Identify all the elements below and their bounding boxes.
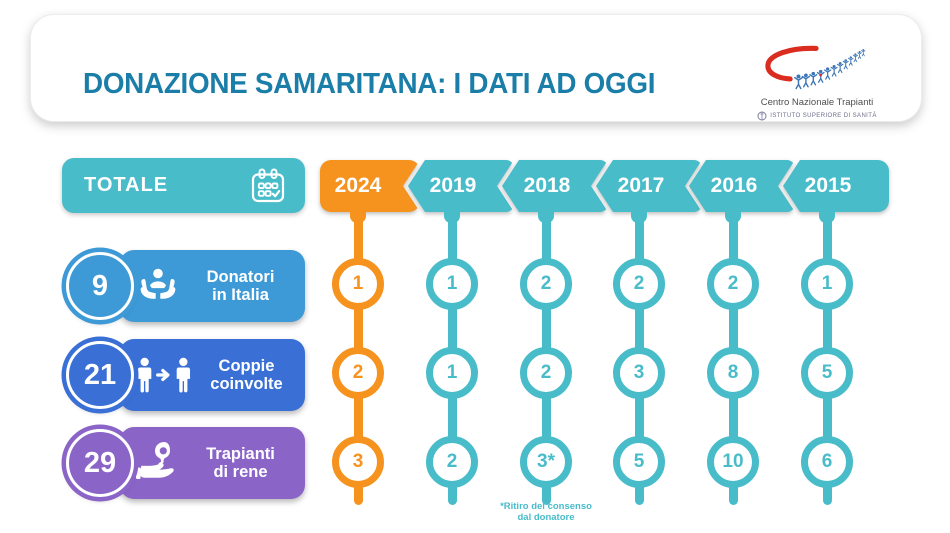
value-circle: 5 xyxy=(613,436,665,488)
logo-sub-name: ISTITUTO SUPERIORE DI SANITÀ xyxy=(770,113,877,119)
value-circle: 2 xyxy=(520,258,572,310)
value-circle: 2 xyxy=(426,436,478,488)
value-circle: 1 xyxy=(426,347,478,399)
total-label-coppie: Coppie coinvolte xyxy=(210,356,283,393)
value-circle: 1 xyxy=(332,258,384,310)
value-circle: 10 xyxy=(707,436,759,488)
value-circle: 3 xyxy=(332,436,384,488)
year-block-2015: 2015 xyxy=(783,160,889,212)
logo-sub-line: ISTITUTO SUPERIORE DI SANITÀ xyxy=(747,111,887,121)
value-circle: 1 xyxy=(426,258,478,310)
total-card-trapianti: Trapianti di rene xyxy=(120,427,305,499)
value-circle: 5 xyxy=(801,347,853,399)
header-card: DONAZIONE SAMARITANA: I DATI AD OGGI xyxy=(30,14,922,122)
totale-label: TOTALE xyxy=(84,174,169,196)
footnote: *Ritiro del consenso dal donatore xyxy=(500,501,592,524)
cnt-logo: Centro Nazionale Trapianti ISTITUTO SUPE… xyxy=(747,41,887,121)
hands-holding-person-icon xyxy=(134,265,182,307)
year-label: 2024 xyxy=(334,174,382,197)
value-circle: 3* xyxy=(520,436,572,488)
value-circle: 3 xyxy=(613,347,665,399)
kidney-on-hand-icon xyxy=(134,440,182,486)
donor-arrow-recipient-icon xyxy=(134,353,194,397)
page-title: DONAZIONE SAMARITANA: I DATI AD OGGI xyxy=(83,68,656,100)
year-label: 2019 xyxy=(429,174,477,197)
year-label: 2015 xyxy=(804,174,852,197)
total-card-donatori: Donatori in Italia xyxy=(120,250,305,322)
year-block-2019: 2019 xyxy=(408,160,514,212)
people-circle-logo-icon xyxy=(765,45,866,90)
year-block-2017: 2017 xyxy=(596,160,702,212)
total-value-trapianti: 29 xyxy=(66,429,134,497)
year-label: 2016 xyxy=(710,174,758,197)
total-value-coppie: 21 xyxy=(66,341,134,409)
value-circle: 2 xyxy=(707,258,759,310)
year-label: 2018 xyxy=(523,174,571,197)
year-label: 2017 xyxy=(617,174,665,197)
value-circle: 2 xyxy=(613,258,665,310)
total-card-coppie: Coppie coinvolte xyxy=(120,339,305,411)
value-circle: 2 xyxy=(332,347,384,399)
logo-org-name: Centro Nazionale Trapianti xyxy=(760,97,874,108)
year-block-2016: 2016 xyxy=(689,160,795,212)
iss-emblem-icon xyxy=(757,111,767,121)
total-label-donatori: Donatori in Italia xyxy=(206,267,275,304)
total-label-trapianti: Trapianti di rene xyxy=(206,444,275,481)
totale-header: TOTALE xyxy=(62,158,305,213)
value-circle: 2 xyxy=(520,347,572,399)
value-circle: 6 xyxy=(801,436,853,488)
year-block-2024: 2024 xyxy=(320,160,420,212)
calendar-icon xyxy=(251,168,285,202)
year-block-2018: 2018 xyxy=(502,160,608,212)
value-circle: 1 xyxy=(801,258,853,310)
total-value-donatori: 9 xyxy=(66,252,134,320)
value-circle: 8 xyxy=(707,347,759,399)
